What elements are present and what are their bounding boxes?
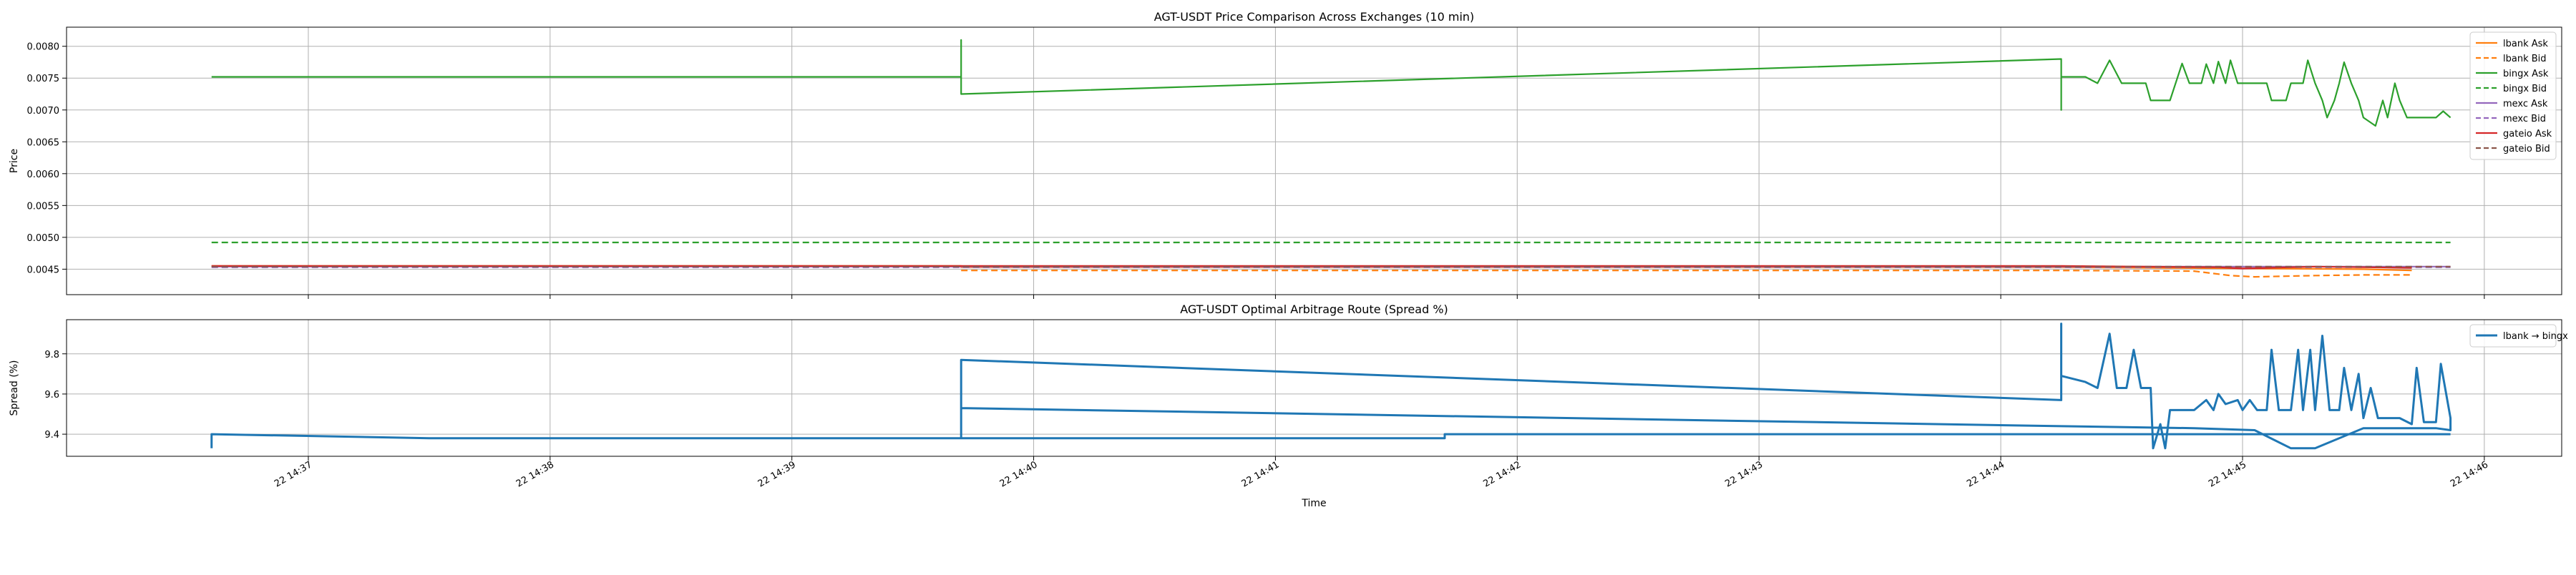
y-tick-label: 9.4 xyxy=(44,430,59,441)
legend-label: lbank Bid xyxy=(2503,54,2547,64)
spread-chart-ylabel: Spread (%) xyxy=(9,360,20,416)
y-tick-label: 0.0075 xyxy=(27,74,60,84)
series-line-lbank-bingx xyxy=(210,323,2452,450)
price-chart-title: AGT-USDT Price Comparison Across Exchang… xyxy=(1154,10,1475,24)
legend-label: lbank Ask xyxy=(2503,39,2548,49)
price-chart-y-ticks: 0.0045 0.0050 0.0055 0.0060 0.0065 0.0070 0.00… xyxy=(27,42,2485,299)
y-tick-label: 0.0080 xyxy=(27,42,60,53)
spread-chart-frame xyxy=(66,319,2562,457)
y-tick-label: 0.0045 xyxy=(27,265,60,275)
y-tick-label: 0.0070 xyxy=(27,106,60,117)
spread-chart-y-ticks: 9.4 9.6 9.8 xyxy=(44,350,67,441)
y-tick-label: 0.0065 xyxy=(27,137,60,148)
legend-label: lbank → bingx xyxy=(2503,331,2568,342)
series-line-bingx-ask xyxy=(211,39,2451,127)
y-tick-label: 0.0060 xyxy=(27,169,60,180)
spread-chart-legend: lbank → bingx xyxy=(2469,324,2568,348)
price-chart-legend: lbank Ask lbank Bid bingx Ask bingx Bid mexc… xyxy=(2469,31,2557,160)
legend-label: gateio Ask xyxy=(2503,129,2552,139)
spread-chart-title: AGT-USDT Optimal Arbitrage Route (Spread… xyxy=(1180,303,1448,316)
legend-label: mexc Ask xyxy=(2503,99,2548,109)
legend-label: bingx Ask xyxy=(2503,69,2549,79)
y-tick-label: 0.0055 xyxy=(27,201,60,212)
price-chart-ylabel: Price xyxy=(9,149,20,173)
series-line-lbank-bid xyxy=(961,270,2412,278)
price-chart-frame xyxy=(66,26,2562,295)
y-tick-label: 9.6 xyxy=(44,390,59,400)
price-comparison-panel: AGT-USDT Price Comparison Across Exchang… xyxy=(9,10,2562,299)
y-tick-label: 0.0050 xyxy=(27,233,60,244)
legend-box xyxy=(2469,324,2557,348)
price-chart-grid xyxy=(67,27,2562,295)
legend-label: bingx Bid xyxy=(2503,84,2547,94)
legend-label: gateio Bid xyxy=(2503,144,2550,154)
legend-box xyxy=(2469,31,2557,160)
spread-chart-xlabel: Time xyxy=(1301,498,1326,509)
y-tick-label: 9.8 xyxy=(44,350,59,360)
price-chart-series xyxy=(211,39,2451,278)
legend-label: mexc Bid xyxy=(2503,114,2546,124)
spread-chart-series xyxy=(210,323,2452,450)
